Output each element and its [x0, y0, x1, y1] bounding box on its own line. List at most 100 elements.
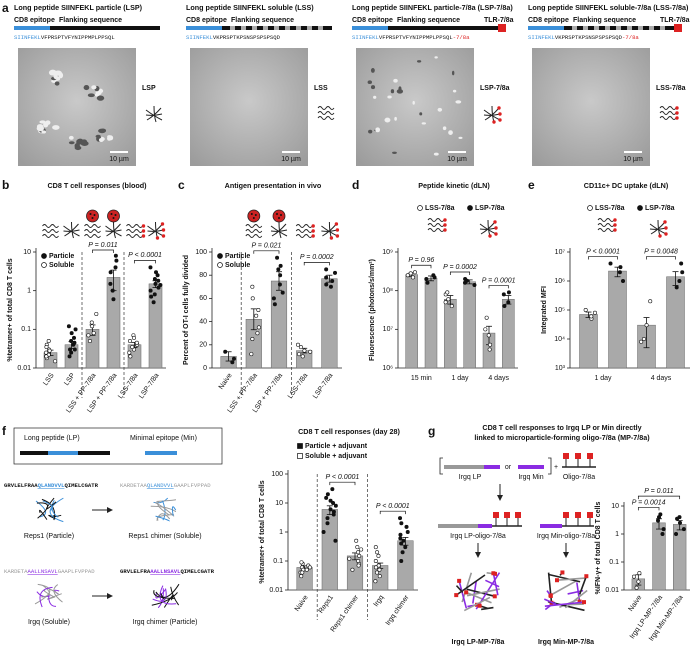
sample-name: LSP: [142, 85, 156, 92]
data-point: [158, 283, 163, 288]
y-tick-label: 10: [23, 249, 31, 256]
aggregate: [416, 60, 422, 63]
data-point: [91, 331, 96, 336]
y-tick-label: 0.1: [21, 326, 31, 333]
pp-icon: [107, 209, 120, 223]
data-point: [128, 354, 133, 359]
aggregate: [52, 125, 60, 130]
data-point: [324, 267, 329, 272]
data-point: [302, 348, 307, 353]
flank-stripe: [307, 26, 312, 30]
data-point: [446, 297, 451, 302]
peptide-icon: [84, 224, 101, 228]
data-point: [307, 565, 312, 570]
tlr-unit: [491, 571, 496, 576]
legend-label: Particle: [49, 253, 74, 260]
data-point: [113, 253, 118, 258]
y-axis-label: %IFN-γ+ of total CD8 T cells: [595, 502, 602, 595]
peptide-chain: [171, 506, 177, 516]
aggregate: [434, 56, 438, 59]
mp-chain: [458, 580, 468, 609]
data-point: [331, 500, 336, 505]
tlr-icon: [613, 223, 617, 227]
legend-label: Soluble: [225, 262, 250, 269]
data-point: [618, 265, 623, 270]
data-point: [679, 261, 684, 266]
data-point: [87, 338, 92, 343]
data-point: [44, 344, 49, 349]
peptide-icon: [126, 224, 143, 228]
p-value: P = 0.0001: [482, 277, 516, 284]
panel-a-title: Long peptide SIINFEKL particle-7/8a (LSP…: [352, 3, 513, 12]
peptide-chain: [34, 583, 51, 605]
data-point: [356, 558, 361, 563]
lp-epitope: [484, 465, 500, 469]
data-point: [71, 335, 76, 340]
peptide-icon: [245, 234, 263, 238]
aggregate: [107, 135, 112, 139]
peptide-icon: [295, 234, 313, 238]
peptide-icon: [42, 229, 59, 233]
aggregate: [370, 68, 375, 73]
micrograph: [532, 48, 650, 166]
data-point: [333, 503, 338, 508]
flank-seq: VKPRSPTKPSNSPSPSPSQD: [213, 34, 281, 41]
epitope-seq: SIINFEKL: [186, 34, 213, 41]
y-tick-label: 60: [199, 295, 207, 302]
flank-stripe: [296, 26, 301, 30]
tlr-icon: [141, 224, 146, 228]
epitope-bar: [528, 26, 564, 30]
flank-seq: VKPRSPTKPSNSPSPSPSQD: [555, 34, 623, 41]
pp-dot: [91, 217, 94, 219]
data-point: [278, 263, 283, 268]
data-point: [275, 255, 280, 260]
y-tick-label: 1: [27, 288, 31, 295]
flank-label: Flanking sequence: [231, 17, 294, 24]
data-point: [300, 354, 305, 359]
aggregate: [455, 100, 462, 104]
data-point: [255, 331, 260, 336]
data-point: [328, 284, 333, 289]
data-point: [250, 336, 255, 341]
legend-marker: [217, 262, 223, 268]
flank-stripe: [572, 26, 577, 30]
mp-chain: [556, 577, 586, 582]
data-point: [86, 333, 91, 338]
p-bracket: [92, 249, 114, 253]
pp-dot: [112, 217, 115, 219]
peptide-chain: [157, 588, 164, 609]
data-point: [674, 285, 679, 290]
lp-label: Long peptide (LP): [24, 435, 80, 442]
flank-label: Flanking sequence: [397, 17, 460, 24]
peptide-icon: [317, 111, 335, 115]
tlr-icon: [494, 226, 498, 230]
peptide-chain: [36, 591, 51, 598]
data-point: [405, 529, 410, 534]
data-point: [272, 302, 277, 307]
sequence: KARDETAAALLNSAVLGAAPLFVPPAD: [4, 568, 95, 575]
p-value: P < 0.0001: [128, 252, 162, 259]
pp-icon: [272, 209, 286, 223]
data-point: [472, 283, 477, 288]
aggregate: [433, 152, 439, 156]
aggregate: [76, 139, 81, 145]
p-bracket: [303, 262, 330, 266]
data-point: [72, 347, 77, 352]
data-point: [432, 275, 437, 280]
tlr-unit: [563, 453, 569, 459]
peptide-chain: [49, 497, 64, 523]
scale-label: 10 µm: [281, 156, 301, 163]
data-point: [677, 520, 682, 525]
aggregate: [100, 128, 107, 133]
pp-dot: [254, 214, 257, 216]
pp-dot: [93, 214, 96, 216]
p-value: P < 0.0001: [376, 503, 410, 510]
bar: [321, 278, 338, 369]
data-point: [424, 277, 429, 282]
flank-stripe: [627, 26, 632, 30]
data-point: [398, 536, 403, 541]
data-point: [331, 512, 336, 517]
data-point: [325, 516, 330, 521]
aggregate: [390, 89, 395, 94]
data-point: [111, 297, 116, 302]
